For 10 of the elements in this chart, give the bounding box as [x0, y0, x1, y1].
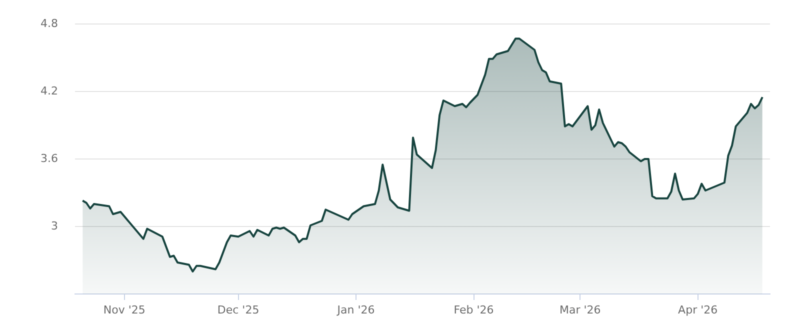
- y-tick-label: 4.2: [40, 84, 58, 98]
- x-tick-label: Apr '26: [678, 303, 718, 316]
- x-tick-label: Feb '26: [454, 303, 494, 316]
- y-tick-label: 4.8: [40, 16, 58, 30]
- x-tick-label: Dec '25: [217, 303, 260, 316]
- x-tick-label: Jan '26: [336, 303, 375, 316]
- y-tick-label: 3.6: [40, 152, 58, 165]
- y-tick-label: 3: [51, 219, 58, 232]
- x-tick-label: Nov '25: [103, 303, 146, 316]
- x-tick-label: Mar '26: [559, 303, 601, 316]
